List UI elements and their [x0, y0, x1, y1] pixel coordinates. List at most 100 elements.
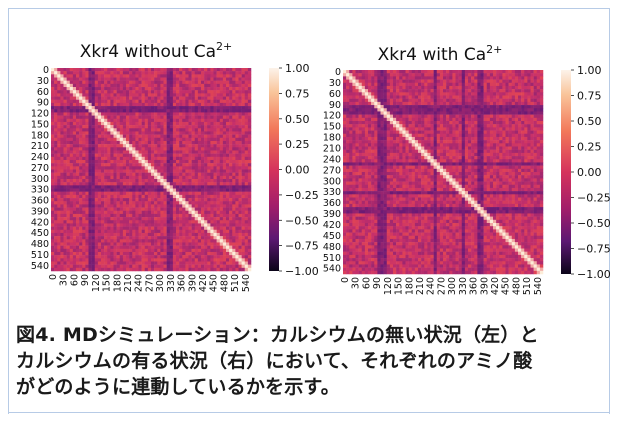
heatmap-cell [197, 232, 202, 237]
heatmap-cell [69, 201, 74, 205]
x-tick-label: 30 [59, 274, 70, 286]
heatmap-cell [60, 198, 64, 202]
heatmap-cell [244, 134, 249, 139]
heatmap-cell [110, 242, 114, 246]
heatmap-cell [116, 245, 121, 250]
heatmap-cell [104, 255, 108, 259]
heatmap-cell [113, 264, 117, 269]
heatmap-cell [238, 74, 242, 78]
heatmap-cell [107, 77, 111, 81]
heatmap-cell [222, 144, 227, 148]
heatmap-cell [524, 70, 528, 74]
heatmap-cell [194, 226, 199, 231]
heatmap-cell [72, 191, 77, 196]
heatmap-cell [219, 109, 224, 113]
heatmap-cell [85, 232, 89, 237]
heatmap-cell [204, 109, 208, 113]
heatmap-cell [176, 74, 180, 78]
heatmap-cell [119, 74, 124, 78]
heatmap-cell [119, 83, 124, 88]
heatmap-cell [185, 175, 189, 180]
heatmap-cell [141, 198, 146, 202]
heatmap-cell [144, 229, 149, 234]
heatmap-cell [222, 267, 227, 272]
heatmap-cell [85, 90, 89, 94]
heatmap-cell [424, 73, 428, 77]
heatmap-cell [222, 134, 227, 139]
heatmap-cell [66, 87, 71, 91]
heatmap-cell [91, 255, 96, 259]
heatmap-cell [132, 102, 136, 107]
heatmap-cell [210, 93, 214, 97]
heatmap-cell [54, 90, 58, 94]
heatmap-cell [433, 73, 438, 77]
heatmap-cell [138, 99, 142, 104]
heatmap-cell [216, 131, 221, 135]
heatmap-cell [94, 118, 99, 123]
heatmap-cell [157, 159, 161, 164]
heatmap-cell [154, 102, 158, 107]
heatmap-cell [129, 134, 133, 139]
heatmap-cell [166, 134, 171, 139]
heatmap-cell [204, 166, 208, 170]
heatmap-cell [219, 125, 224, 129]
heatmap-cell [54, 121, 58, 126]
heatmap-cell [194, 207, 199, 211]
heatmap-cell [57, 248, 61, 253]
heatmap-cell [216, 90, 221, 94]
heatmap-cell [110, 134, 114, 139]
heatmap-cell [172, 255, 177, 259]
heatmap-cell [414, 105, 419, 109]
heatmap-cell [69, 163, 74, 167]
heatmap-cell [82, 109, 86, 113]
heatmap-cell [82, 226, 86, 231]
heatmap-cell [119, 93, 124, 97]
heatmap-cell [116, 182, 121, 186]
heatmap-cell [72, 267, 77, 272]
heatmap-cell [176, 71, 180, 75]
heatmap-cell [241, 134, 246, 139]
heatmap-cell [207, 163, 211, 167]
heatmap-cell [54, 99, 58, 104]
heatmap-cell [132, 194, 136, 199]
heatmap-cell [179, 102, 183, 107]
heatmap-cell [154, 163, 158, 167]
heatmap-cell [94, 188, 99, 192]
heatmap-cell [166, 213, 171, 218]
heatmap-cell [232, 137, 236, 142]
heatmap-cell [94, 182, 99, 186]
heatmap-cell [122, 90, 127, 94]
heatmap-cell [226, 191, 230, 196]
heatmap-cell [229, 251, 233, 256]
heatmap-cell [157, 163, 161, 167]
heatmap-cell [94, 71, 99, 75]
heatmap-cell [144, 147, 149, 151]
heatmap-cell [66, 201, 71, 205]
heatmap-cell [151, 153, 155, 158]
heatmap-cell [79, 191, 83, 196]
heatmap-cell [358, 76, 363, 80]
heatmap-cell [241, 80, 246, 85]
heatmap-cell [169, 166, 174, 170]
heatmap-cell [244, 239, 249, 243]
heatmap-cell [172, 115, 177, 119]
heatmap-cell [436, 70, 441, 74]
heatmap-cell [110, 96, 114, 100]
heatmap-cell [151, 128, 155, 132]
heatmap-cell [135, 194, 139, 199]
heatmap-cell [141, 115, 146, 119]
heatmap-cell [188, 150, 192, 154]
heatmap-cell [72, 248, 77, 253]
heatmap-cell [57, 93, 61, 97]
heatmap-cell [135, 80, 139, 85]
heatmap-cell [135, 109, 139, 113]
heatmap-cell [185, 251, 189, 256]
heatmap-cell [226, 213, 230, 218]
heatmap-cell [204, 159, 208, 164]
heatmap-cell [138, 172, 142, 177]
heatmap-cell [533, 79, 538, 83]
heatmap-cell [85, 125, 89, 129]
heatmap-cell [477, 108, 481, 112]
heatmap-cell [169, 185, 174, 189]
heatmap-cell [222, 163, 227, 167]
